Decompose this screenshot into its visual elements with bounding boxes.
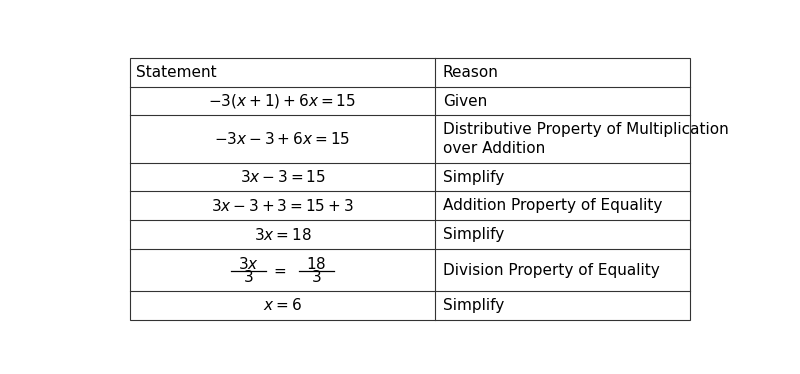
Text: $18$: $18$ [306, 256, 326, 272]
Text: $-3(x+1)+6x=15$: $-3(x+1)+6x=15$ [209, 92, 357, 110]
Text: $3x$: $3x$ [238, 256, 259, 272]
Text: Distributive Property of Multiplication
over Addition: Distributive Property of Multiplication … [442, 122, 729, 156]
Text: Simplify: Simplify [442, 227, 504, 242]
Text: $-3x-3+6x=15$: $-3x-3+6x=15$ [214, 131, 350, 147]
Text: Given: Given [442, 94, 487, 108]
Text: $=$: $=$ [271, 263, 287, 278]
Text: $3x=18$: $3x=18$ [254, 227, 311, 243]
Text: Simplify: Simplify [442, 169, 504, 185]
Text: $3$: $3$ [243, 269, 254, 285]
Text: Reason: Reason [442, 65, 498, 80]
Text: $x=6$: $x=6$ [263, 297, 302, 313]
Text: $3x-3+3=15+3$: $3x-3+3=15+3$ [211, 198, 354, 214]
Text: Division Property of Equality: Division Property of Equality [442, 263, 659, 278]
Text: Simplify: Simplify [442, 298, 504, 313]
Text: $3$: $3$ [311, 269, 322, 285]
Text: Statement: Statement [136, 65, 217, 80]
Text: Addition Property of Equality: Addition Property of Equality [442, 198, 662, 214]
Text: $3x-3=15$: $3x-3=15$ [239, 169, 326, 185]
